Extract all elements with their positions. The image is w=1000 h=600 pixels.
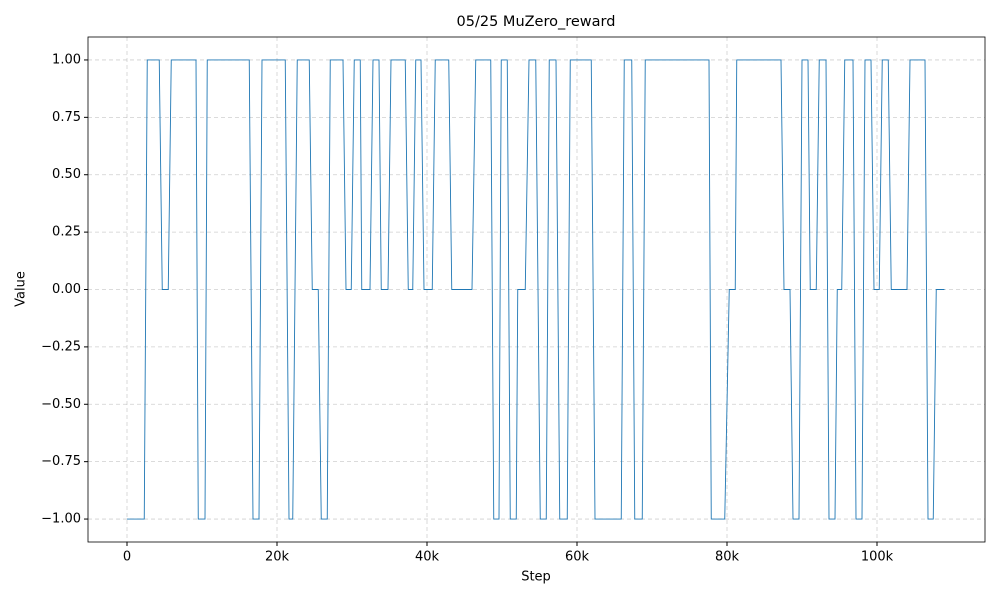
x-tick-label: 100k — [861, 550, 894, 565]
x-tick-label: 80k — [715, 550, 740, 565]
chart-title: 05/25 MuZero_reward — [457, 14, 616, 30]
x-tick-label: 40k — [415, 550, 440, 565]
x-axis-label: Step — [521, 570, 551, 585]
y-tick-label: 0.50 — [52, 167, 81, 182]
data-line — [127, 59, 945, 520]
x-tick-label: 0 — [123, 550, 131, 565]
x-tick-label: 20k — [265, 550, 290, 565]
y-axis-label: Value — [14, 271, 29, 307]
y-tick-label: −1.00 — [41, 512, 81, 527]
x-tick-label: 60k — [565, 550, 590, 565]
y-tick-label: 1.00 — [52, 52, 81, 67]
y-tick-label: 0.00 — [52, 282, 81, 297]
y-tick-label: 0.75 — [52, 110, 81, 125]
y-tick-label: −0.75 — [41, 454, 81, 469]
y-tick-label: −0.25 — [41, 339, 81, 354]
plot-frame — [87, 36, 986, 543]
y-tick-label: 0.25 — [52, 225, 81, 240]
y-tick-label: −0.50 — [41, 397, 81, 412]
